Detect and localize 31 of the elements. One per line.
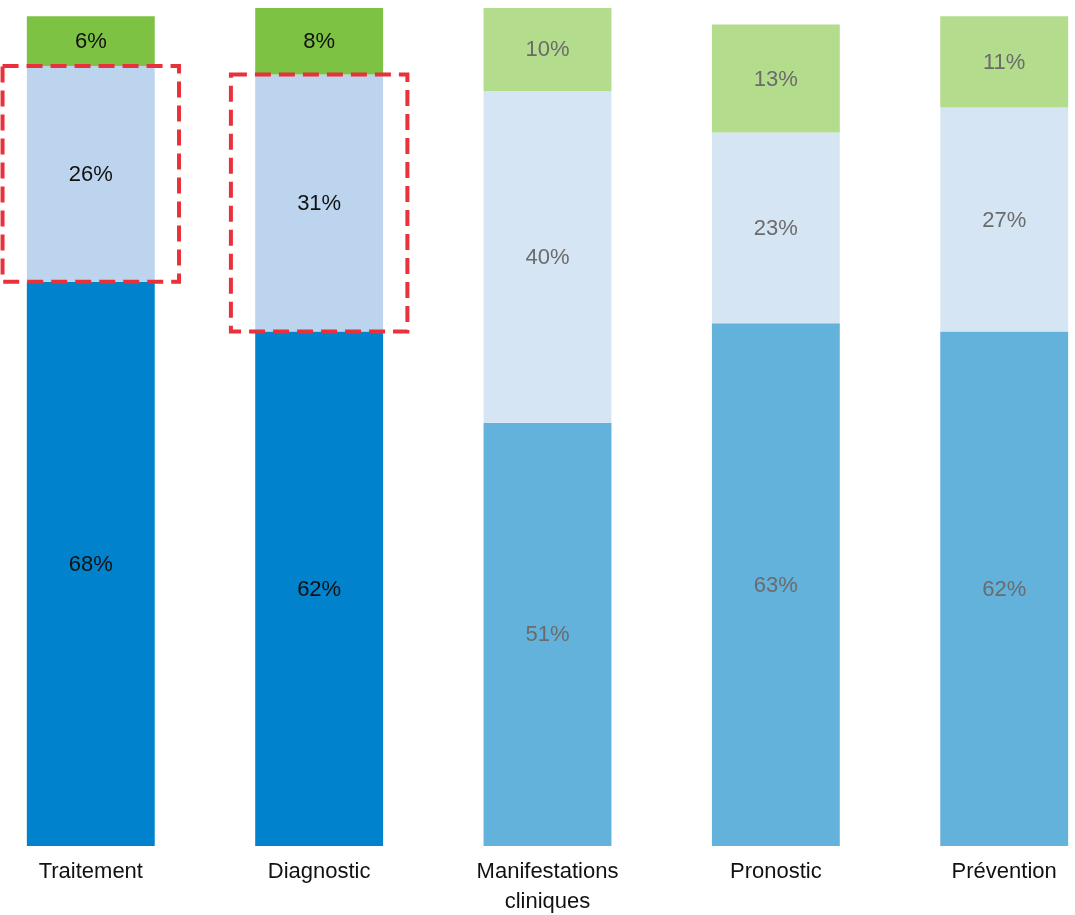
bar (26, 16, 155, 67)
data-label: 11% (983, 48, 1026, 74)
bar (711, 132, 840, 324)
bar (483, 422, 612, 846)
bar (711, 24, 840, 133)
data-label: 13% (753, 65, 798, 91)
bar (940, 331, 1069, 846)
data-label: 62% (982, 575, 1027, 601)
data-label: 6% (74, 28, 107, 54)
bar (255, 8, 384, 75)
data-label: 63% (753, 571, 798, 597)
x-tick-label: Prévention (951, 857, 1057, 883)
data-label: 10% (525, 36, 570, 62)
data-label: 23% (753, 214, 798, 240)
data-label: 62% (297, 575, 342, 601)
data-label: 26% (68, 160, 113, 186)
data-label: 31% (297, 189, 342, 215)
data-label: 51% (525, 621, 570, 647)
bar (940, 107, 1069, 332)
bar (483, 8, 612, 91)
bar (711, 323, 840, 846)
x-tick-label: Traitement (38, 857, 143, 883)
data-label: 40% (525, 243, 570, 269)
x-tick-label: Pronostic (730, 857, 822, 883)
data-label: 27% (982, 206, 1027, 232)
bar (483, 90, 612, 423)
x-tick-label: Manifestations cliniques (476, 857, 619, 913)
bar (940, 16, 1069, 108)
x-tick-label: Diagnostic (267, 857, 371, 883)
data-label: 68% (68, 550, 113, 576)
data-label: 8% (303, 28, 336, 54)
